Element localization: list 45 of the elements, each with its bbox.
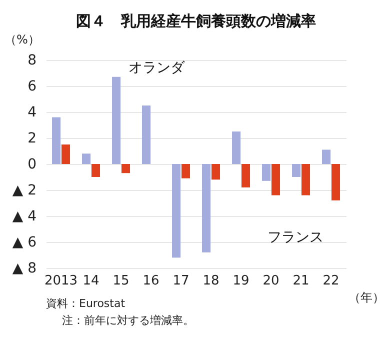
series-label: オランダ [128, 60, 186, 76]
x-tick-label: 2013 [44, 274, 78, 288]
y-tick-label: 6 [28, 78, 37, 94]
bar [52, 117, 61, 164]
bar [232, 132, 241, 164]
x-tick-label: 17 [172, 274, 190, 288]
x-tick-label: 22 [322, 274, 340, 288]
bar [301, 164, 310, 196]
bar [262, 164, 271, 181]
text: 資料：Eurostat [46, 297, 126, 310]
text: 注：前年に対する増減率。 [62, 314, 194, 327]
bar [121, 164, 130, 174]
y-tick-label: ▲ 8 [12, 260, 36, 276]
y-axis-title: （%） [4, 32, 40, 46]
x-tick-label: 14 [82, 274, 100, 288]
x-tick-label: 15 [112, 274, 130, 288]
y-tick-label: ▲ 6 [12, 234, 37, 250]
bar [142, 106, 151, 164]
x-axis-title: （年） [348, 290, 380, 304]
x-tick-label: 18 [202, 274, 220, 288]
x-tick-label: 19 [232, 274, 250, 288]
bar [322, 150, 331, 164]
y-tick-label: 2 [28, 130, 36, 146]
x-tick-label: 21 [292, 274, 310, 288]
bar [211, 164, 220, 180]
text: フランス [268, 229, 324, 246]
bar [91, 164, 100, 177]
bar [241, 164, 250, 188]
y-tick-label: 8 [28, 52, 36, 68]
bar [112, 76, 121, 164]
bar [181, 164, 190, 178]
bar [82, 154, 91, 164]
bar [331, 164, 340, 200]
chart-title: 図４ 乳用経産牛飼養頭数の増減率 [76, 12, 316, 30]
bar [61, 144, 70, 164]
y-tick-label: ▲ 2 [12, 182, 36, 198]
bar [202, 164, 211, 252]
y-tick-label: 0 [28, 156, 36, 172]
x-tick-label: 16 [142, 274, 160, 288]
bar [292, 164, 301, 177]
bar [271, 164, 280, 196]
bar [172, 164, 181, 258]
y-tick-label: ▲ 4 [12, 208, 37, 224]
y-tick-label: 4 [28, 104, 37, 120]
x-tick-label: 20 [262, 274, 280, 288]
